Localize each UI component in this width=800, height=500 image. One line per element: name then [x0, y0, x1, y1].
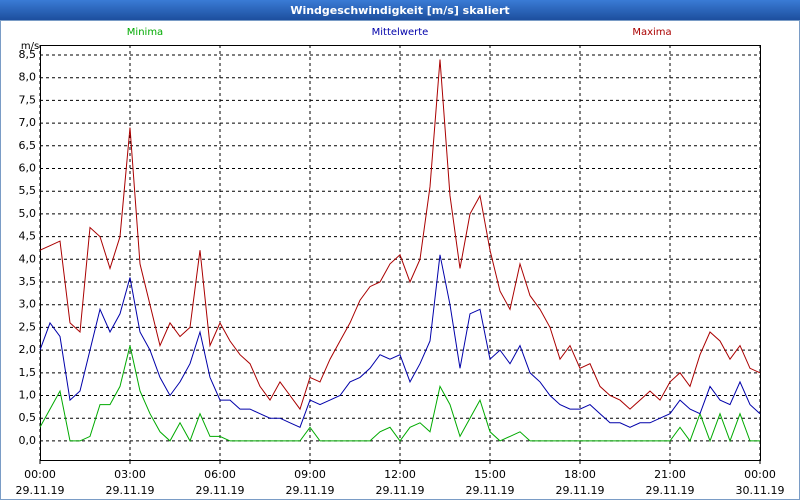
- y-tick-label: 3,0: [19, 298, 37, 311]
- y-tick-label: 4,0: [19, 252, 37, 265]
- x-tick-date: 29.11.19: [106, 484, 155, 497]
- x-tick-label: 12:00: [384, 468, 416, 481]
- y-tick-label: 5,0: [19, 207, 37, 220]
- x-tick-label: 00:00: [744, 468, 776, 481]
- x-tick-label: 09:00: [294, 468, 326, 481]
- legend-label: Maxima: [632, 27, 671, 38]
- x-tick-label: 18:00: [564, 468, 596, 481]
- x-tick-label: 21:00: [654, 468, 686, 481]
- series-line: [39, 254, 761, 428]
- legend-label: Mittelwerte: [372, 27, 429, 38]
- y-tick-label: 1,0: [19, 389, 37, 402]
- plot-area: [40, 45, 761, 461]
- x-tick-date: 29.11.19: [466, 484, 515, 497]
- y-tick-label: 7,0: [19, 116, 37, 129]
- y-tick-label: 2,5: [19, 320, 37, 333]
- y-tick-label: 0,0: [19, 434, 37, 447]
- legend-label: Minima: [127, 27, 163, 38]
- x-tick-date: 29.11.19: [646, 484, 695, 497]
- title-bar: [0, 0, 800, 20]
- x-tick-label: 03:00: [114, 468, 146, 481]
- x-tick-date: 29.11.19: [196, 484, 245, 497]
- y-tick-label: 6,0: [19, 162, 37, 175]
- y-tick-label: 5,5: [19, 184, 37, 197]
- y-axis-label: m/s: [21, 41, 39, 52]
- series-line: [39, 345, 760, 443]
- y-tick-label: 6,5: [19, 139, 37, 152]
- y-tick-label: 7,5: [19, 93, 37, 106]
- chart-title: Windgeschwindigkeit [m/s] skaliert: [290, 4, 509, 17]
- y-tick-label: 8,0: [19, 71, 37, 84]
- x-tick-date: 29.11.19: [376, 484, 425, 497]
- x-tick-label: 06:00: [204, 468, 236, 481]
- x-tick-date: 29.11.19: [286, 484, 335, 497]
- x-tick-date: 30.11.19: [736, 484, 785, 497]
- y-tick-label: 0,5: [19, 411, 37, 424]
- y-tick-label: 1,5: [19, 366, 37, 379]
- series-line: [39, 59, 761, 411]
- x-tick-date: 29.11.19: [556, 484, 605, 497]
- x-tick-date: 29.11.19: [16, 484, 65, 497]
- x-tick-label: 15:00: [474, 468, 506, 481]
- y-tick-label: 4,5: [19, 230, 37, 243]
- x-tick-label: 00:00: [24, 468, 56, 481]
- y-tick-label: 2,0: [19, 343, 37, 356]
- y-tick-label: 3,5: [19, 275, 37, 288]
- y-tick-label: 8,5: [19, 48, 37, 61]
